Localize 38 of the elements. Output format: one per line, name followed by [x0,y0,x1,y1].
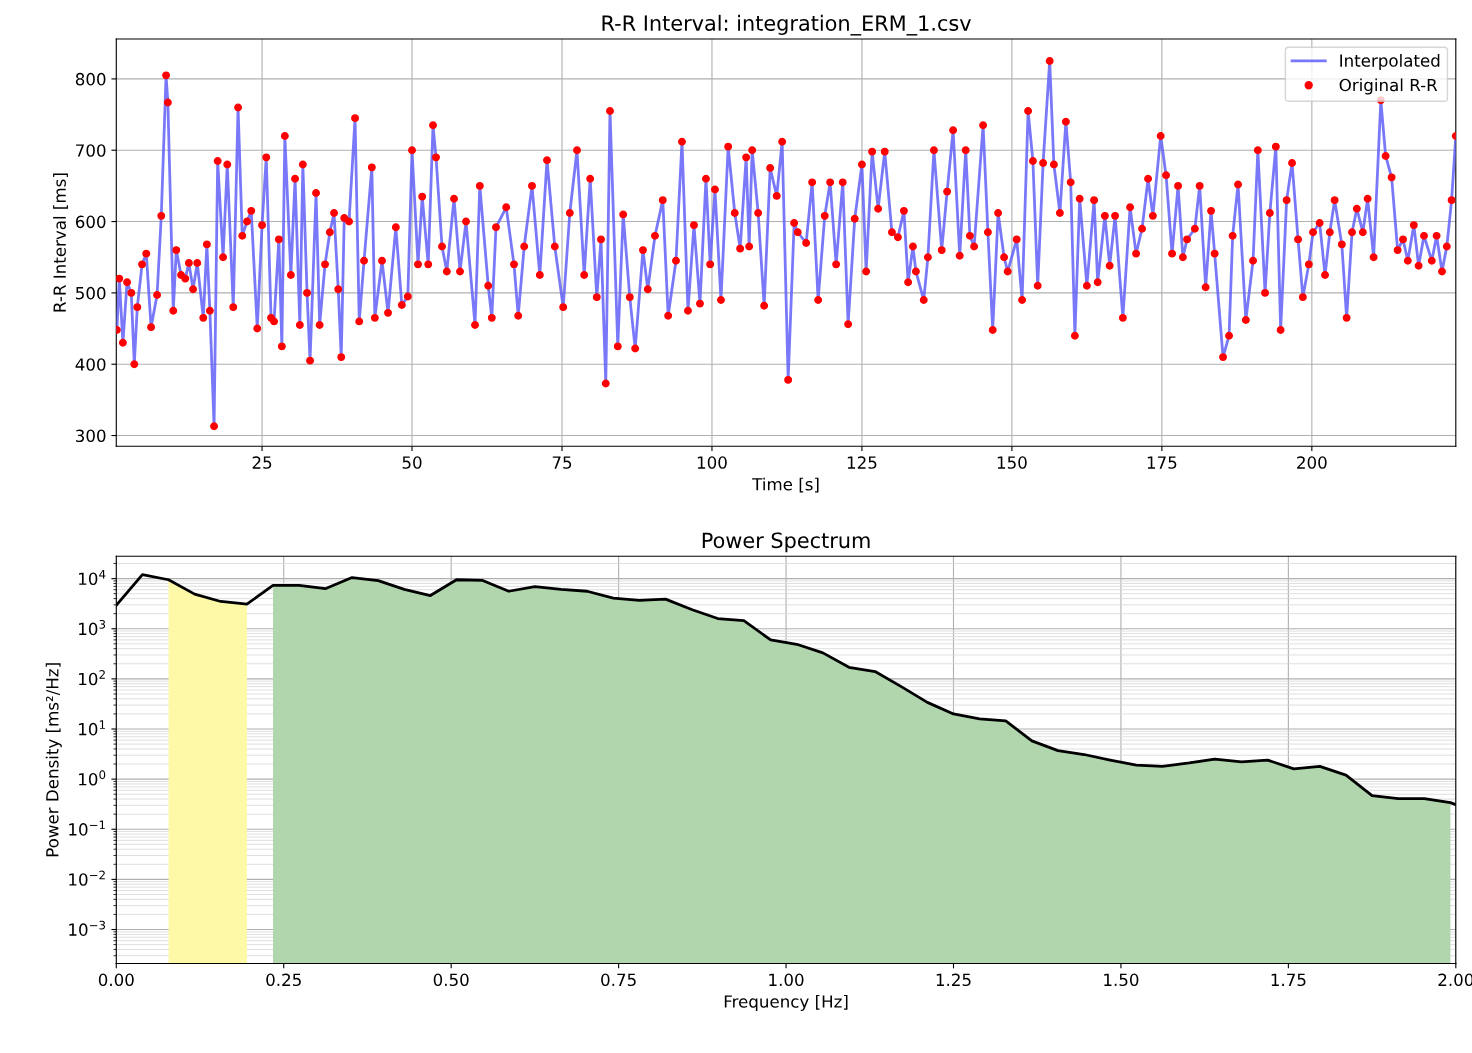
y-tick-label: 700 [76,144,106,157]
y-axis-title: R-R Interval [ms] [53,173,68,312]
legend-label: Original R-R [1339,78,1438,95]
x-axis-title: Time [s] [752,477,819,493]
y-tick-label: 10$^{0}$ [79,770,106,786]
y-tick-label: 10$^{−3}$ [69,920,106,936]
x-tick-label: 1.25 [936,973,971,987]
chart-title: R-R Interval: integration_ERM_1.csv [602,14,971,36]
y-tick-label: 10$^{−2}$ [69,870,105,886]
y-tick-label: 400 [75,358,106,371]
x-tick-label: 150 [997,456,1027,469]
x-tick-label: 0.00 [98,973,134,987]
x-tick-label: 25 [252,456,272,469]
x-tick-label: 100 [697,456,727,469]
x-tick-label: 1.00 [769,973,804,987]
y-tick-label: 800 [75,72,106,86]
legend-label: Interpolated [1340,53,1440,71]
y-tick-label: 10$^{2}$ [79,670,105,686]
x-tick-label: 125 [847,456,877,469]
y-tick-label: 10$^{3}$ [79,619,106,636]
y-tick-label: 300 [76,429,106,443]
y-tick-label: 10$^{1}$ [79,720,105,736]
y-tick-label: 10$^{4}$ [79,569,106,586]
y-tick-label: 500 [76,286,106,300]
x-tick-label: 175 [1147,456,1177,469]
y-tick-label: 600 [75,215,106,229]
chart-title: Power Spectrum [702,532,870,553]
x-tick-label: 1.50 [1104,973,1139,987]
x-axis-title: Frequency [Hz] [724,994,848,1012]
y-tick-label: 10$^{−1}$ [69,820,105,836]
y-axis-title: Power Density [ms²/Hz] [45,663,62,857]
x-tick-label: 0.50 [433,973,469,987]
x-tick-label: 75 [552,456,572,469]
x-tick-label: 50 [402,456,422,469]
x-tick-label: 1.75 [1271,973,1306,987]
x-tick-label: 200 [1297,456,1327,469]
x-tick-label: 0.75 [601,973,636,987]
x-tick-label: 0.25 [266,973,301,987]
